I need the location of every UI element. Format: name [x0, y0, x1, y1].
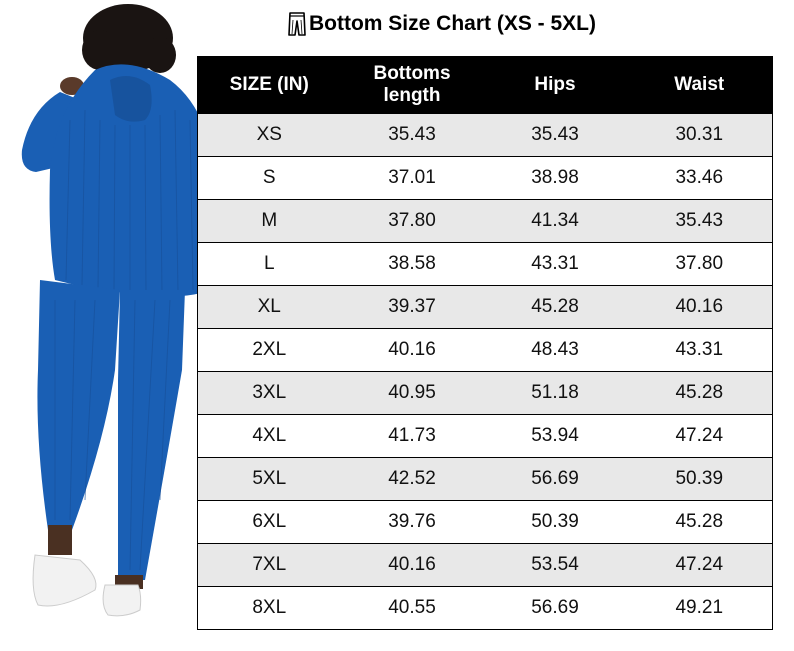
cell-hips: 48.43	[483, 328, 627, 372]
pants-icon	[288, 12, 306, 36]
cell-bottoms-length: 39.76	[340, 500, 484, 544]
cell-bottoms-length: 40.95	[340, 371, 484, 415]
size-chart-table: SIZE (IN) Bottoms length Hips Waist XS 35…	[197, 56, 773, 630]
cell-hips: 51.18	[483, 371, 627, 415]
cell-waist: 47.24	[626, 543, 773, 587]
header-waist: Waist	[626, 56, 773, 114]
model-photo	[0, 0, 250, 646]
table-row: 5XL 42.52 56.69 50.39	[197, 457, 773, 501]
table-row: M 37.80 41.34 35.43	[197, 199, 773, 243]
cell-hips: 35.43	[483, 113, 627, 157]
cell-waist: 37.80	[626, 242, 773, 286]
cell-size: 4XL	[197, 414, 341, 458]
cell-hips: 50.39	[483, 500, 627, 544]
table-row: 4XL 41.73 53.94 47.24	[197, 414, 773, 458]
cell-size: 5XL	[197, 457, 341, 501]
chart-title: Bottom Size Chart (XS - 5XL)	[0, 8, 794, 40]
cell-waist: 40.16	[626, 285, 773, 329]
header-line-2: length	[383, 85, 441, 106]
cell-hips: 43.31	[483, 242, 627, 286]
table-row: S 37.01 38.98 33.46	[197, 156, 773, 200]
cell-bottoms-length: 37.80	[340, 199, 484, 243]
cell-size: 2XL	[197, 328, 341, 372]
cell-hips: 45.28	[483, 285, 627, 329]
table-row: L 38.58 43.31 37.80	[197, 242, 773, 286]
cell-waist: 45.28	[626, 500, 773, 544]
cell-bottoms-length: 41.73	[340, 414, 484, 458]
cell-bottoms-length: 37.01	[340, 156, 484, 200]
cell-waist: 33.46	[626, 156, 773, 200]
table-header-row: SIZE (IN) Bottoms length Hips Waist	[197, 56, 773, 114]
cell-size: 6XL	[197, 500, 341, 544]
cell-bottoms-length: 40.16	[340, 328, 484, 372]
cell-hips: 41.34	[483, 199, 627, 243]
cell-waist: 49.21	[626, 586, 773, 630]
cell-size: M	[197, 199, 341, 243]
cell-size: S	[197, 156, 341, 200]
header-bottoms-length: Bottoms length	[340, 56, 484, 114]
cell-hips: 38.98	[483, 156, 627, 200]
cell-waist: 43.31	[626, 328, 773, 372]
cell-waist: 45.28	[626, 371, 773, 415]
cell-bottoms-length: 40.55	[340, 586, 484, 630]
table-row: 7XL 40.16 53.54 47.24	[197, 543, 773, 587]
cell-bottoms-length: 42.52	[340, 457, 484, 501]
cell-hips: 56.69	[483, 586, 627, 630]
cell-waist: 47.24	[626, 414, 773, 458]
cell-hips: 53.94	[483, 414, 627, 458]
cell-waist: 35.43	[626, 199, 773, 243]
table-row: XL 39.37 45.28 40.16	[197, 285, 773, 329]
cell-size: XS	[197, 113, 341, 157]
header-line-1: Bottoms	[373, 63, 451, 84]
title-text: Bottom Size Chart (XS - 5XL)	[308, 12, 597, 35]
cell-bottoms-length: 38.58	[340, 242, 484, 286]
cell-waist: 30.31	[626, 113, 773, 157]
cell-size: L	[197, 242, 341, 286]
cell-size: 3XL	[197, 371, 341, 415]
cell-size: 8XL	[197, 586, 341, 630]
header-size: SIZE (IN)	[197, 56, 341, 114]
header-hips: Hips	[483, 56, 627, 114]
cell-hips: 53.54	[483, 543, 627, 587]
cell-size: XL	[197, 285, 341, 329]
table-row: 8XL 40.55 56.69 49.21	[197, 586, 773, 630]
table-row: 3XL 40.95 51.18 45.28	[197, 371, 773, 415]
table-row: XS 35.43 35.43 30.31	[197, 113, 773, 157]
table-row: 6XL 39.76 50.39 45.28	[197, 500, 773, 544]
table-row: 2XL 40.16 48.43 43.31	[197, 328, 773, 372]
cell-bottoms-length: 39.37	[340, 285, 484, 329]
cell-hips: 56.69	[483, 457, 627, 501]
cell-bottoms-length: 35.43	[340, 113, 484, 157]
cell-size: 7XL	[197, 543, 341, 587]
cell-waist: 50.39	[626, 457, 773, 501]
cell-bottoms-length: 40.16	[340, 543, 484, 587]
